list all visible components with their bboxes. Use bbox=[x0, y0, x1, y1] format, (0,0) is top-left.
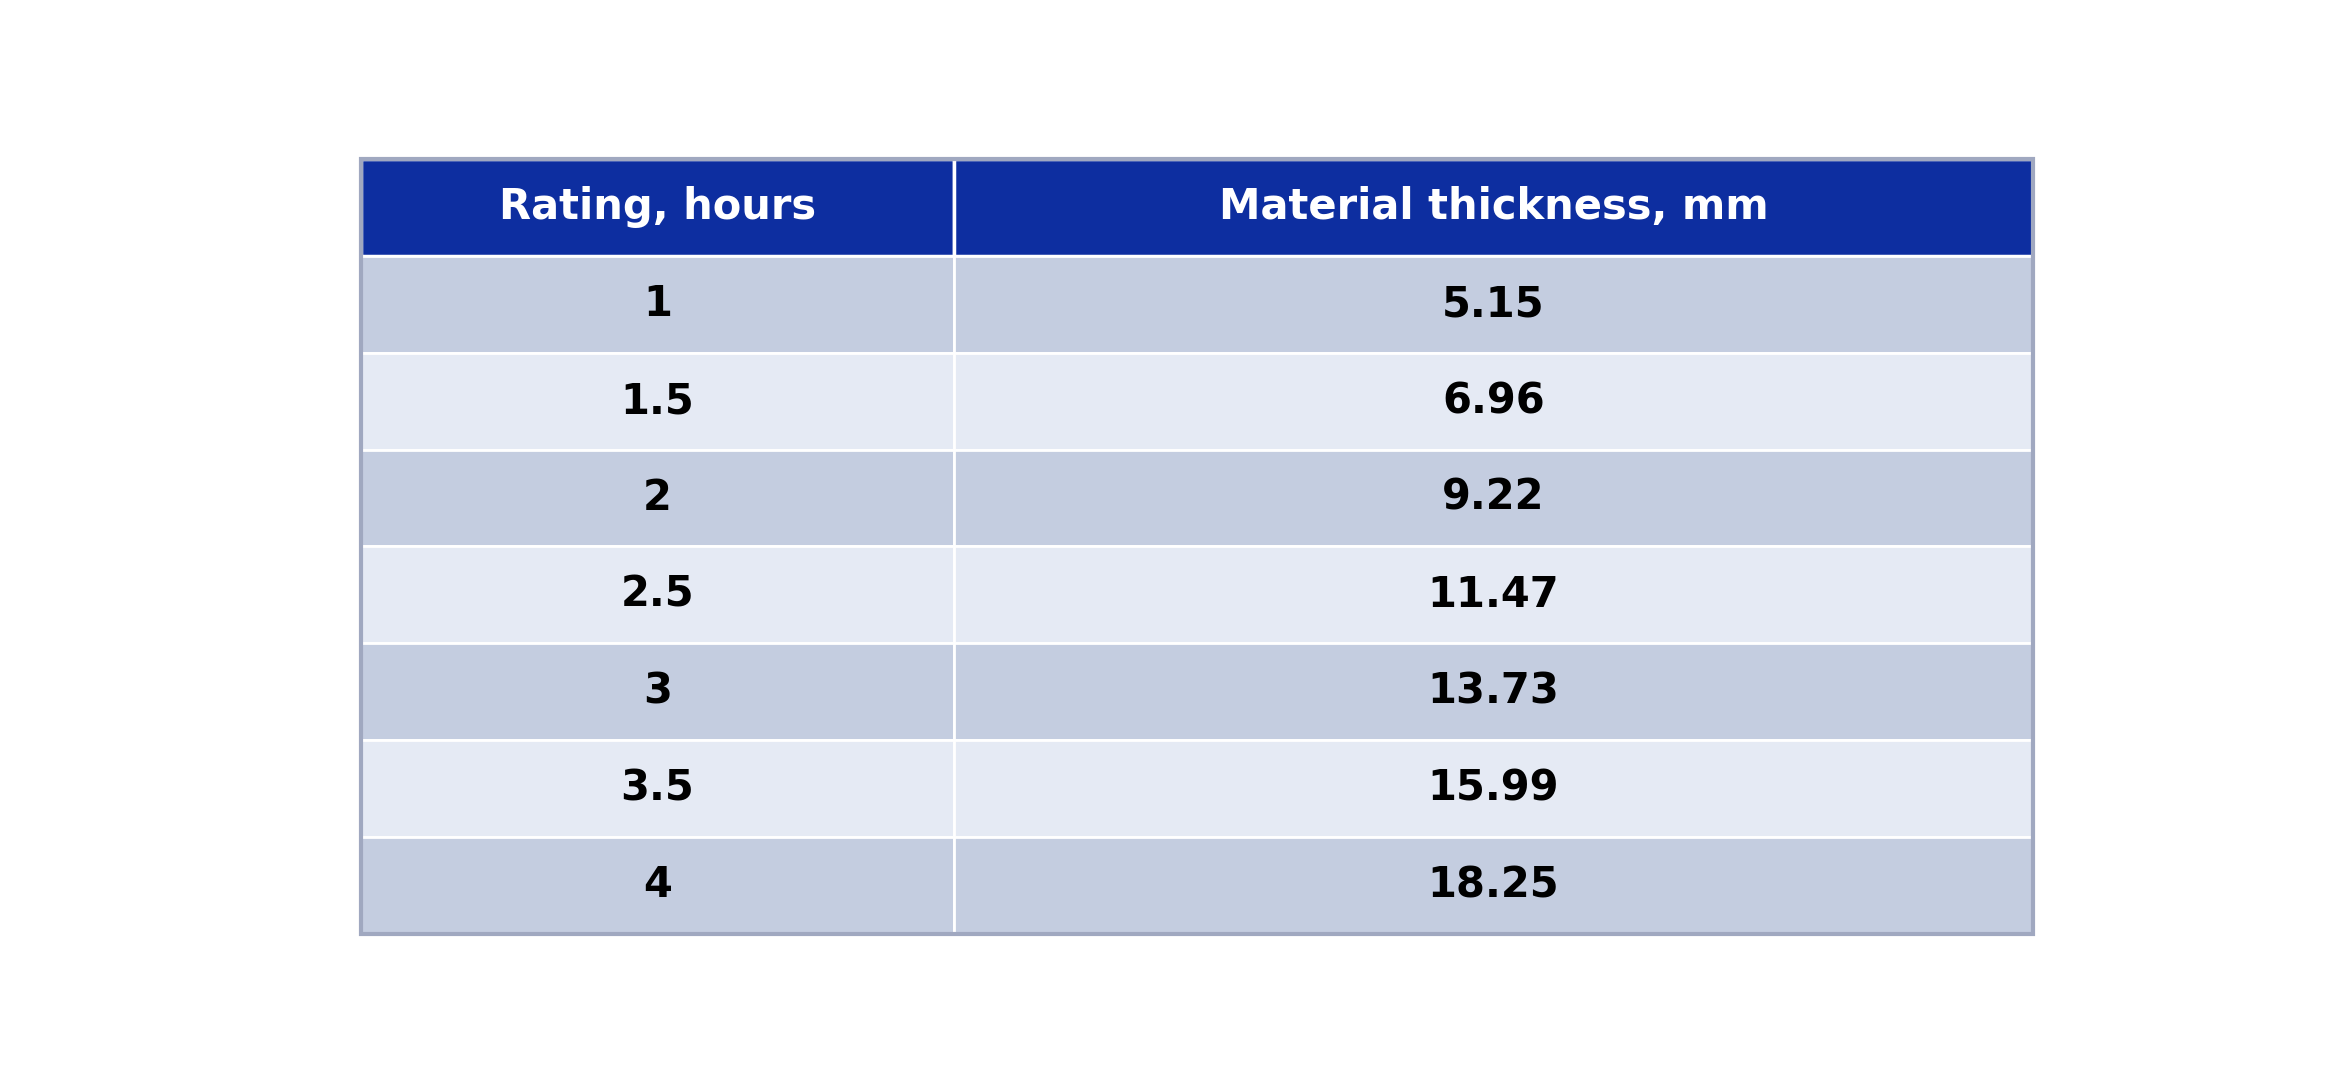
Text: Material thickness, mm: Material thickness, mm bbox=[1219, 186, 1768, 228]
Bar bbox=[360, 740, 955, 837]
Bar bbox=[955, 255, 2034, 353]
Text: 4: 4 bbox=[642, 865, 672, 907]
Bar bbox=[955, 644, 2034, 740]
Bar bbox=[955, 159, 2034, 255]
Bar bbox=[360, 449, 955, 546]
Text: 18.25: 18.25 bbox=[1427, 865, 1560, 907]
Bar bbox=[360, 837, 955, 934]
Bar bbox=[360, 546, 955, 644]
Text: 6.96: 6.96 bbox=[1443, 380, 1546, 422]
Bar bbox=[360, 353, 955, 449]
Bar bbox=[360, 159, 955, 255]
Text: 2: 2 bbox=[642, 477, 672, 519]
Text: 1.5: 1.5 bbox=[621, 380, 693, 422]
Text: 11.47: 11.47 bbox=[1427, 573, 1560, 616]
Text: Rating, hours: Rating, hours bbox=[500, 186, 815, 228]
Bar bbox=[955, 546, 2034, 644]
Bar bbox=[955, 740, 2034, 837]
Bar bbox=[955, 449, 2034, 546]
Text: 9.22: 9.22 bbox=[1443, 477, 1546, 519]
Bar bbox=[955, 353, 2034, 449]
Text: 1: 1 bbox=[642, 283, 672, 326]
Bar bbox=[360, 644, 955, 740]
Text: 13.73: 13.73 bbox=[1427, 671, 1560, 713]
Text: 15.99: 15.99 bbox=[1427, 767, 1560, 809]
Text: 3.5: 3.5 bbox=[621, 767, 693, 809]
Text: 3: 3 bbox=[642, 671, 672, 713]
Bar bbox=[955, 837, 2034, 934]
Bar bbox=[360, 255, 955, 353]
Text: 2.5: 2.5 bbox=[621, 573, 693, 616]
Text: 5.15: 5.15 bbox=[1443, 283, 1546, 326]
